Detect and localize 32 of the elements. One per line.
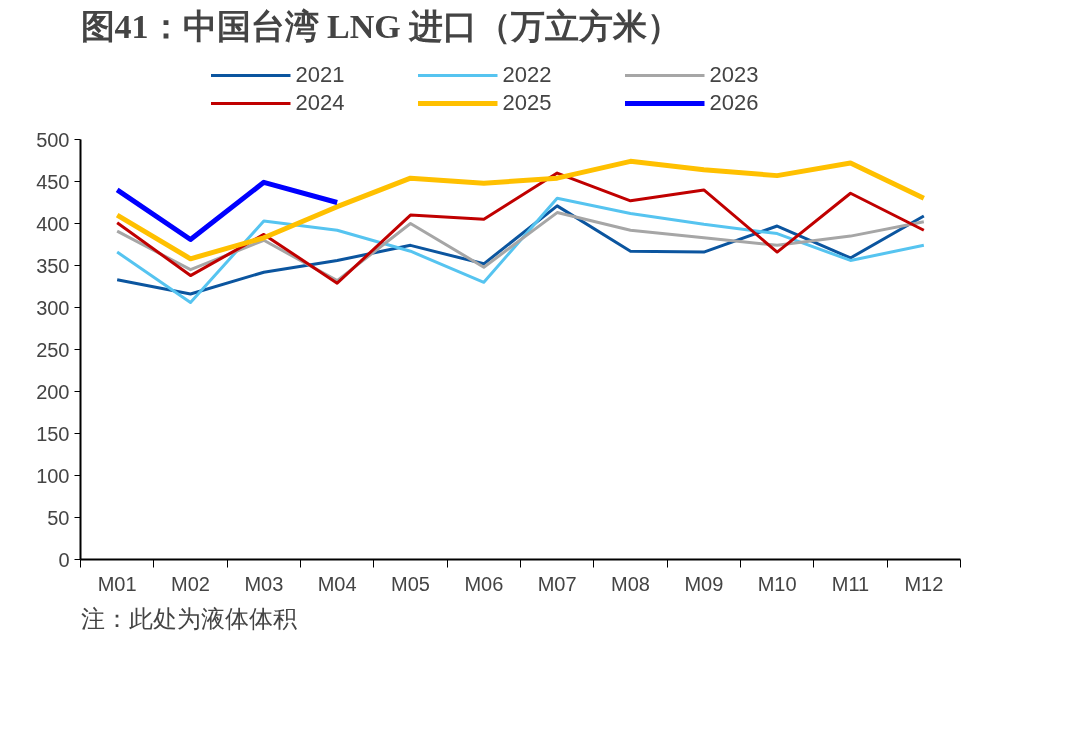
line-series	[115, 171, 926, 285]
x-tick-label: M01	[97, 572, 137, 595]
legend-label: 2024	[295, 90, 346, 116]
legend-label: 2023	[709, 62, 760, 88]
x-tick-label: M03	[244, 572, 284, 595]
y-tick-label: 500	[36, 128, 70, 151]
y-tick-label: 150	[36, 422, 70, 445]
x-tick-label: M12	[904, 572, 944, 595]
x-tick-label: M11	[831, 572, 870, 595]
x-tick-label: M02	[171, 572, 210, 595]
x-tick-label: M08	[611, 572, 650, 595]
y-tick-label: 250	[36, 338, 70, 361]
y-tick-label: 50	[47, 506, 70, 529]
x-tick-label: M05	[391, 572, 430, 595]
y-tick-label: 200	[36, 380, 70, 403]
y-tick-label: 400	[36, 212, 70, 235]
x-tick-label: M04	[317, 572, 357, 595]
legend-label: 2021	[295, 62, 346, 88]
y-tick-label: 0	[58, 548, 70, 571]
x-tick-label: M06	[464, 572, 504, 595]
legend-label: 2022	[502, 62, 553, 88]
y-tick-label: 450	[36, 170, 70, 193]
y-tick-label: 100	[36, 464, 70, 487]
legend-label: 2025	[502, 90, 553, 116]
legend-label: 2026	[709, 90, 760, 116]
chart-title: 图41：中国台湾 LNG 进口（万立方米）	[80, 7, 682, 45]
y-tick-label: 300	[36, 296, 70, 319]
x-tick-label: M10	[757, 572, 797, 595]
x-tick-label: M09	[684, 572, 724, 595]
y-tick-label: 350	[36, 254, 70, 277]
text: 注：此处为液体体积	[80, 604, 297, 632]
x-tick-label: M07	[537, 572, 577, 595]
